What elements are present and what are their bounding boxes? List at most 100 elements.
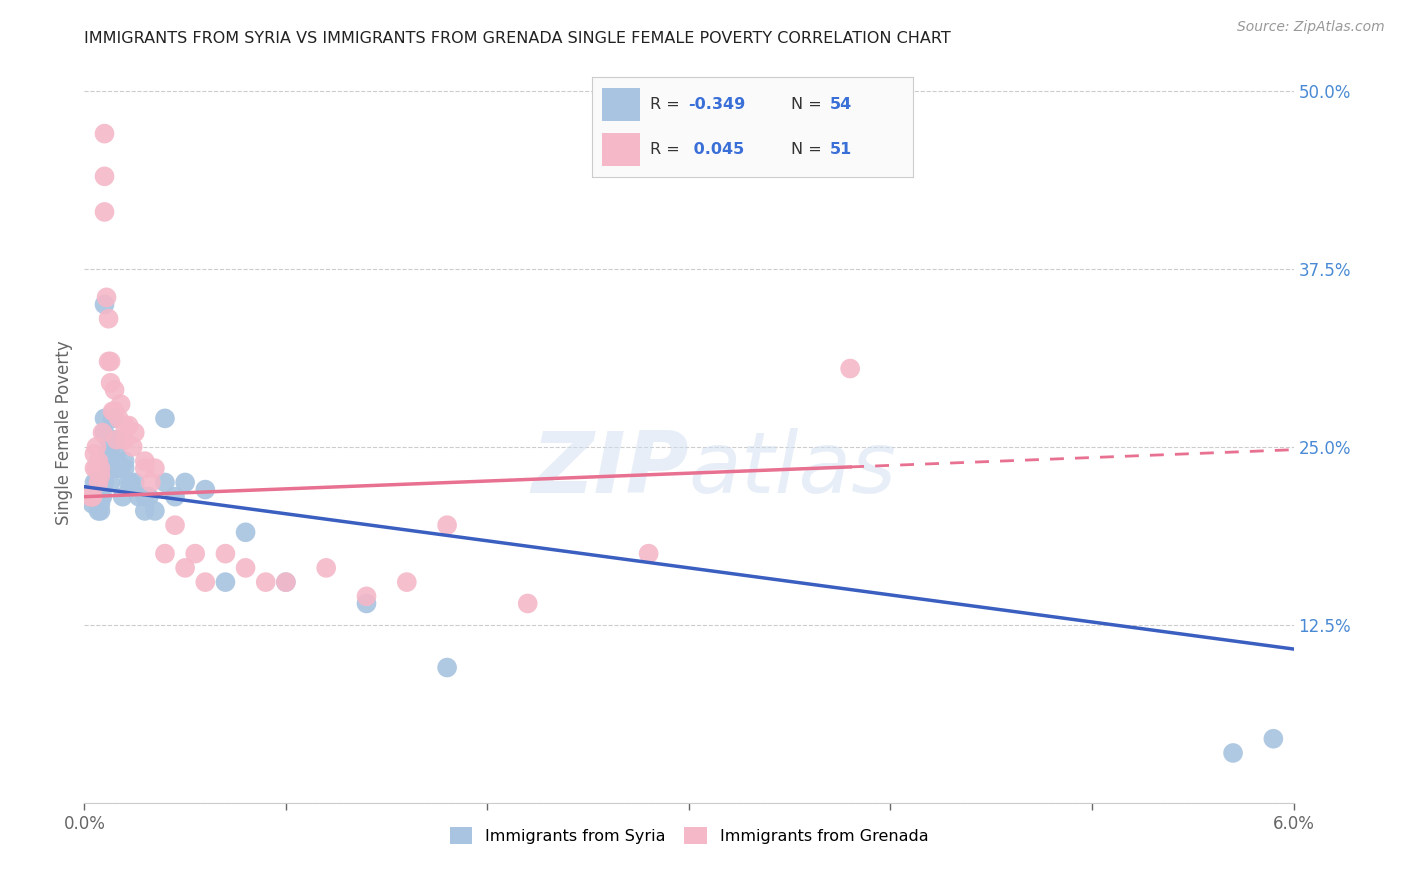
Point [134, 454, 156, 468]
Point [165, 490, 187, 504]
Point [194, 483, 217, 497]
Point [174, 561, 197, 575]
Point [637, 547, 659, 561]
Point [114, 418, 136, 433]
Point [93, 425, 115, 440]
Point [87, 504, 110, 518]
Point [105, 447, 128, 461]
Point [124, 475, 146, 490]
Point [93, 205, 115, 219]
Point [254, 575, 277, 590]
Point [82, 490, 104, 504]
Point [1263, 731, 1285, 746]
Point [101, 461, 124, 475]
Point [165, 518, 187, 533]
Text: Source: ZipAtlas.com: Source: ZipAtlas.com [1237, 20, 1385, 34]
Point [111, 490, 134, 504]
Point [87, 490, 110, 504]
Point [93, 411, 115, 425]
Point [184, 547, 207, 561]
Point [97, 311, 120, 326]
Point [100, 376, 122, 390]
Point [143, 504, 166, 518]
Point [83, 461, 105, 475]
Point [356, 597, 378, 611]
Point [86, 475, 108, 490]
Point [139, 475, 162, 490]
Point [118, 475, 141, 490]
Point [101, 411, 124, 425]
Legend: Immigrants from Syria, Immigrants from Grenada: Immigrants from Syria, Immigrants from G… [443, 821, 935, 850]
Point [839, 361, 862, 376]
Point [153, 547, 176, 561]
Point [121, 440, 143, 454]
Point [118, 418, 141, 433]
Point [105, 433, 128, 447]
Point [82, 497, 104, 511]
Point [93, 127, 115, 141]
Point [87, 475, 110, 490]
Point [89, 468, 111, 483]
Point [89, 490, 111, 504]
Point [87, 475, 110, 490]
Point [107, 461, 129, 475]
Point [91, 475, 114, 490]
Point [89, 504, 111, 518]
Point [128, 490, 150, 504]
Point [100, 461, 122, 475]
Point [153, 475, 176, 490]
Point [83, 483, 105, 497]
Point [91, 425, 114, 440]
Text: IMMIGRANTS FROM SYRIA VS IMMIGRANTS FROM GRENADA SINGLE FEMALE POVERTY CORRELATI: IMMIGRANTS FROM SYRIA VS IMMIGRANTS FROM… [84, 31, 950, 46]
Point [315, 561, 337, 575]
Point [114, 433, 136, 447]
Point [153, 411, 176, 425]
Point [100, 475, 122, 490]
Point [97, 447, 120, 461]
Point [110, 461, 132, 475]
Point [114, 461, 136, 475]
Text: atlas: atlas [689, 428, 897, 511]
Point [104, 454, 127, 468]
Point [83, 447, 105, 461]
Point [124, 425, 146, 440]
Point [87, 454, 110, 468]
Point [134, 461, 156, 475]
Point [235, 561, 257, 575]
Point [105, 433, 128, 447]
Point [235, 525, 257, 540]
Point [79, 490, 101, 504]
Point [89, 497, 111, 511]
Point [104, 461, 127, 475]
Point [395, 575, 418, 590]
Point [82, 490, 104, 504]
Point [114, 454, 136, 468]
Point [214, 547, 236, 561]
Point [97, 433, 120, 447]
Point [134, 490, 156, 504]
Point [274, 575, 297, 590]
Point [79, 490, 101, 504]
Point [104, 404, 127, 418]
Point [436, 518, 458, 533]
Point [120, 475, 142, 490]
Point [101, 404, 124, 418]
Point [110, 397, 132, 411]
Point [91, 490, 114, 504]
Point [83, 475, 105, 490]
Point [107, 411, 129, 425]
Point [96, 290, 118, 304]
Point [174, 475, 197, 490]
Point [93, 297, 115, 311]
Point [86, 461, 108, 475]
Point [89, 461, 111, 475]
Point [1222, 746, 1244, 760]
Point [86, 440, 108, 454]
Point [143, 461, 166, 475]
Point [100, 447, 122, 461]
Point [100, 354, 122, 368]
Point [436, 660, 458, 674]
Text: ZIP: ZIP [531, 428, 689, 511]
Y-axis label: Single Female Poverty: Single Female Poverty [55, 341, 73, 524]
Point [274, 575, 297, 590]
